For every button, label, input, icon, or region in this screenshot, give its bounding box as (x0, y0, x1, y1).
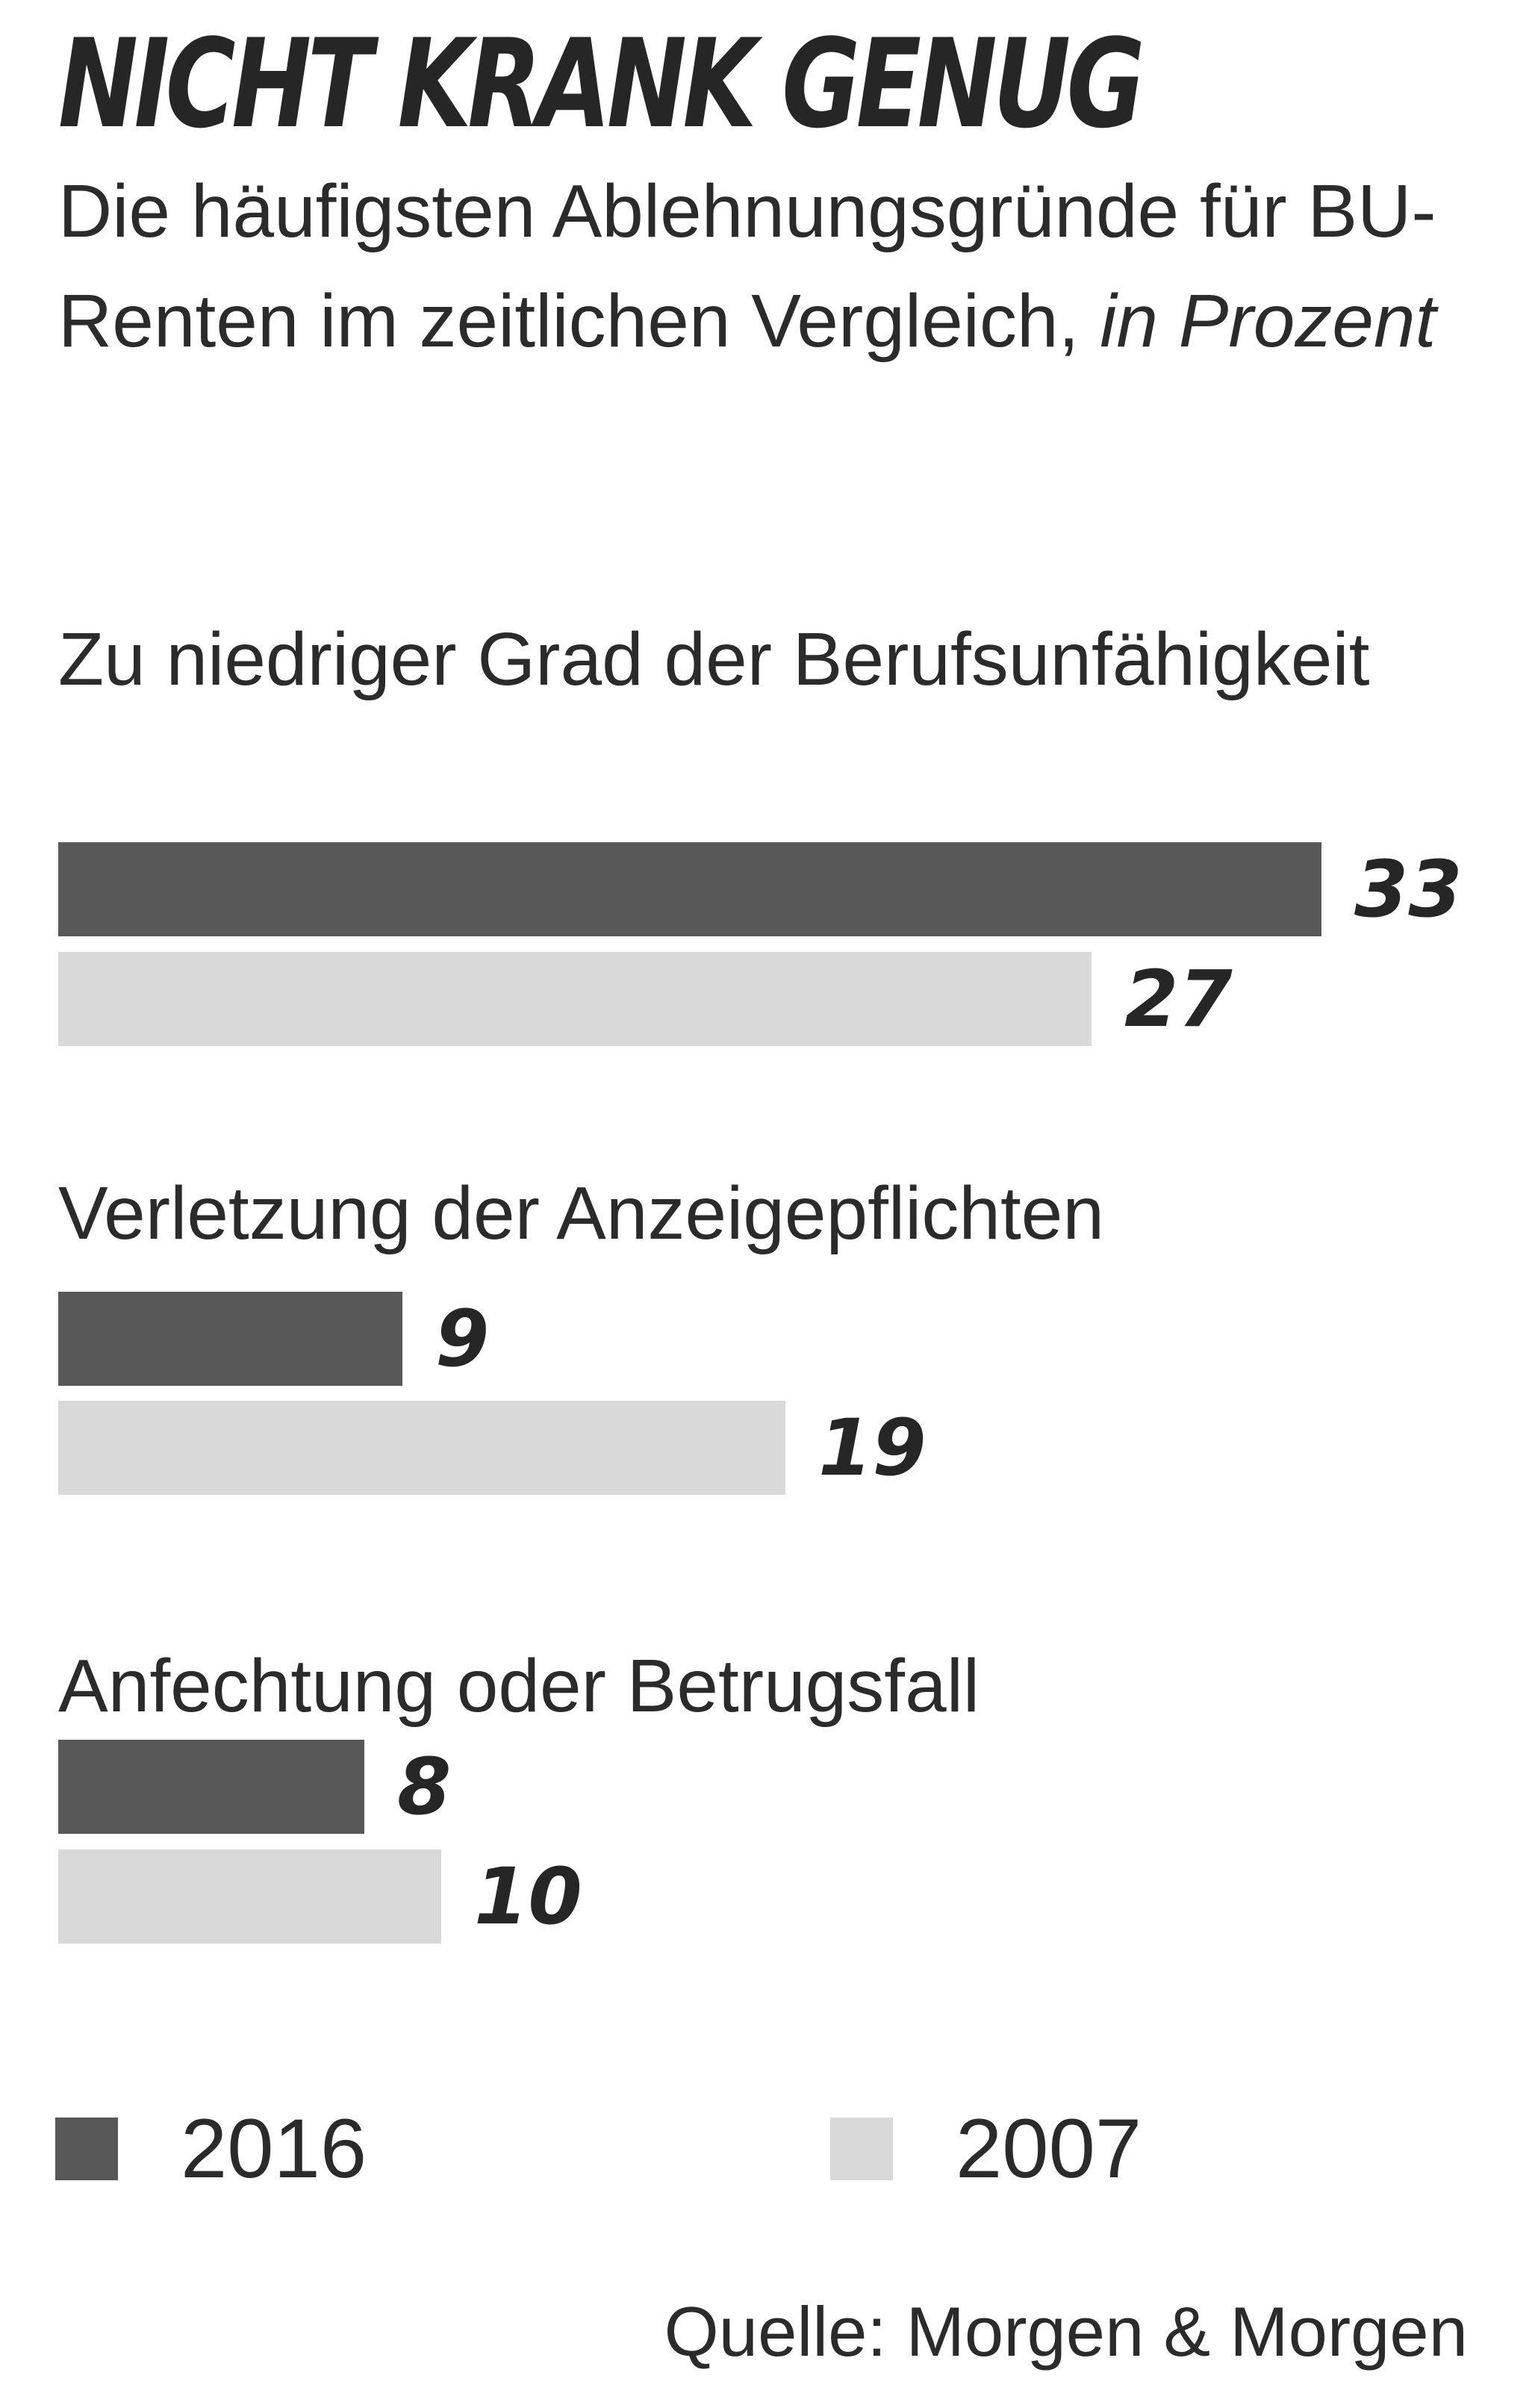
value-label-2007-verletzung-der-anzeigepflichten: 19 (818, 1402, 927, 1493)
value-label-2007-zu-niedriger-grad-der-berufsunfähigkeit: 27 (1124, 953, 1233, 1045)
chart-title: NICHT KRANK GENUG (58, 13, 1145, 155)
value-label-2016-verletzung-der-anzeigepflichten: 9 (435, 1293, 490, 1384)
category-label-zu-niedriger-grad-der-berufsunfähigkeit: Zu niedriger Grad der Berufsunfähigkeit (58, 617, 1370, 701)
bar-2007-zu-niedriger-grad-der-berufsunfähigkeit (58, 952, 1092, 1046)
bar-2016-anfechtung-oder-betrugsfall (58, 1740, 364, 1834)
bar-2007-verletzung-der-anzeigepflichten (58, 1401, 785, 1495)
unit-label: in Prozent (1100, 279, 1436, 363)
value-label-2007-anfechtung-oder-betrugsfall: 10 (474, 1851, 582, 1942)
value-label-2016-zu-niedriger-grad-der-berufsunfähigkeit: 33 (1354, 844, 1463, 935)
bar-2016-zu-niedriger-grad-der-berufsunfähigkeit (58, 842, 1321, 936)
legend-label-2007: 2007 (956, 2102, 1142, 2195)
chart-subtitle: Die häufigsten Ablehnungsgründe für BU-R… (58, 157, 1477, 376)
bar-2016-verletzung-der-anzeigepflichten (58, 1292, 402, 1386)
legend-item-2016: 2016 (55, 2104, 367, 2194)
legend-item-2007: 2007 (830, 2104, 1142, 2194)
category-label-verletzung-der-anzeigepflichten: Verletzung der Anzeigepflichten (58, 1172, 1104, 1255)
legend-swatch-2007 (830, 2118, 893, 2180)
legend-label-2016: 2016 (181, 2102, 367, 2195)
legend-swatch-2016 (55, 2118, 118, 2180)
bar-2007-anfechtung-oder-betrugsfall (58, 1849, 441, 1944)
subtitle-text: Die häufigsten Ablehnungsgründe für BU-R… (58, 169, 1436, 363)
value-label-2016-anfechtung-oder-betrugsfall: 8 (397, 1741, 452, 1832)
source-note: Quelle: Morgen & Morgen (664, 2292, 1468, 2371)
category-label-anfechtung-oder-betrugsfall: Anfechtung oder Betrugsfall (58, 1644, 980, 1728)
